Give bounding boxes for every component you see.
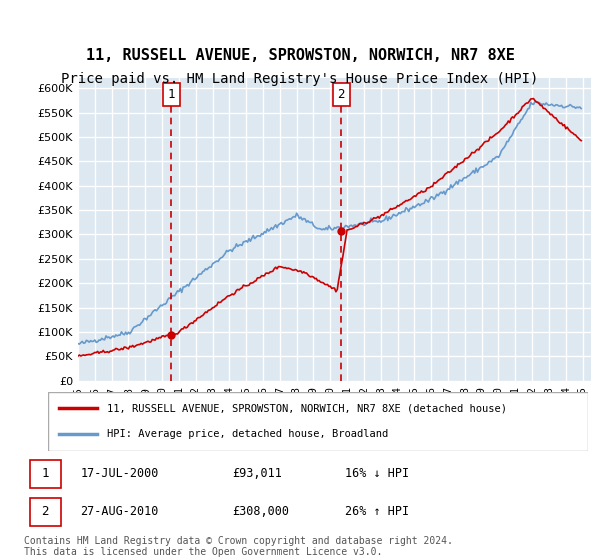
Text: £308,000: £308,000 [233,505,290,518]
Text: 11, RUSSELL AVENUE, SPROWSTON, NORWICH, NR7 8XE: 11, RUSSELL AVENUE, SPROWSTON, NORWICH, … [86,48,514,63]
Text: 11, RUSSELL AVENUE, SPROWSTON, NORWICH, NR7 8XE (detached house): 11, RUSSELL AVENUE, SPROWSTON, NORWICH, … [107,403,508,413]
Text: 2: 2 [41,505,49,518]
Text: 17-JUL-2000: 17-JUL-2000 [80,468,159,480]
Text: 16% ↓ HPI: 16% ↓ HPI [346,468,410,480]
Text: 26% ↑ HPI: 26% ↑ HPI [346,505,410,518]
FancyBboxPatch shape [163,83,179,106]
Text: 1: 1 [167,88,175,101]
Text: 1: 1 [41,468,49,480]
Text: Contains HM Land Registry data © Crown copyright and database right 2024.
This d: Contains HM Land Registry data © Crown c… [24,535,453,557]
FancyBboxPatch shape [29,498,61,525]
Text: £93,011: £93,011 [233,468,283,480]
Text: 27-AUG-2010: 27-AUG-2010 [80,505,159,518]
FancyBboxPatch shape [29,460,61,488]
Text: 2: 2 [337,88,345,101]
FancyBboxPatch shape [333,83,350,106]
Text: HPI: Average price, detached house, Broadland: HPI: Average price, detached house, Broa… [107,430,389,440]
Text: Price paid vs. HM Land Registry's House Price Index (HPI): Price paid vs. HM Land Registry's House … [61,72,539,86]
FancyBboxPatch shape [48,392,588,451]
